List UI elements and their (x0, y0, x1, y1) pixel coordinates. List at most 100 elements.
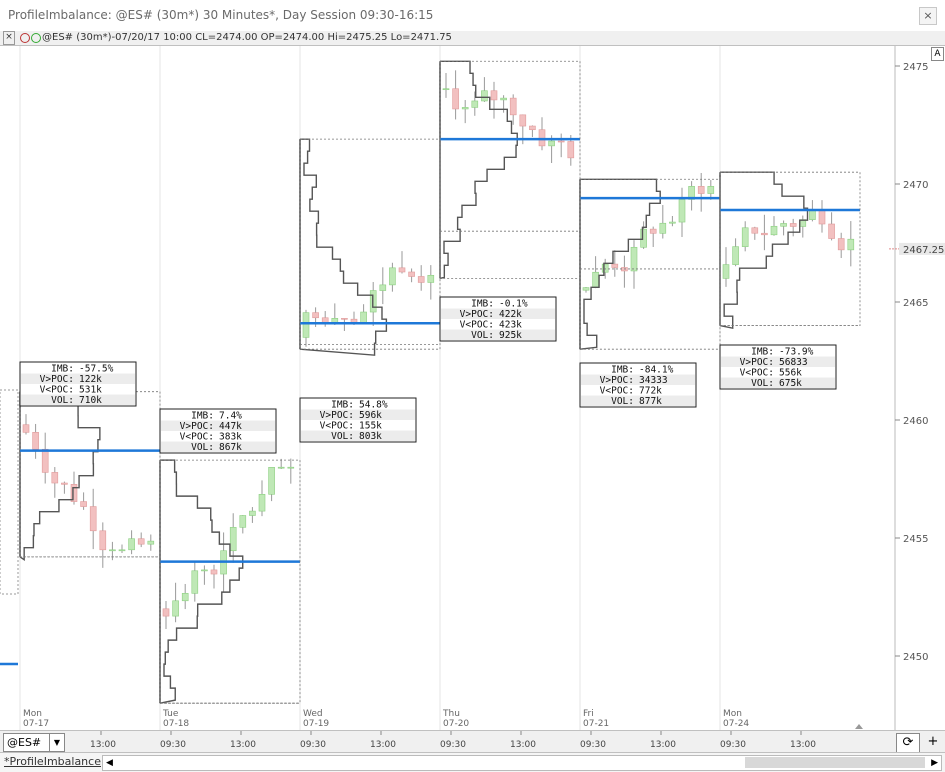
stat-label-vol: VOL: (331, 431, 354, 442)
down-candle (490, 90, 498, 101)
up-candle (582, 287, 590, 291)
stat-value-vup: 447k (219, 421, 242, 432)
day-label-weekday: Thu (442, 709, 460, 719)
down-candle (789, 223, 797, 227)
stat-label-vup: V>POC: (600, 375, 634, 386)
down-candle (89, 506, 97, 532)
stat-label-imb: IMB: (751, 347, 774, 358)
up-candle (770, 225, 778, 236)
up-candle (277, 466, 285, 469)
day-label-date: 07-18 (163, 719, 189, 729)
day-label-weekday: Wed (303, 709, 323, 719)
autoscale-button[interactable]: A (931, 47, 944, 61)
tab-profileimbalance[interactable]: *ProfileImbalance (4, 755, 101, 768)
up-candle (678, 199, 686, 223)
up-candle (249, 510, 256, 516)
chevron-down-icon[interactable]: ▼ (49, 734, 64, 751)
stat-label-vdn: V<POC: (320, 421, 354, 432)
stat-value-vup: 122k (79, 374, 102, 385)
stat-value-imb: 7.4% (219, 411, 242, 422)
stat-label-imb: IMB: (471, 299, 494, 310)
stats-row-bg (581, 395, 695, 406)
stat-value-vdn: 383k (219, 432, 242, 443)
down-candle (529, 125, 536, 131)
down-candle (51, 472, 59, 484)
stat-label-vdn: V<POC: (460, 320, 494, 331)
stat-label-vdn: V<POC: (40, 385, 74, 396)
volume-profile (19, 390, 101, 561)
price-tick-label: 2465 (903, 298, 928, 309)
stat-value-vup: 56833 (779, 357, 808, 368)
stat-value-imb: -0.1% (499, 299, 528, 310)
series-status-icons (20, 33, 42, 46)
time-tick-label: 09:30 (160, 740, 186, 750)
up-candle (741, 227, 749, 247)
down-candle (312, 312, 319, 319)
price-axis-bg (895, 46, 945, 730)
down-candle (70, 484, 78, 502)
down-candle (341, 318, 348, 320)
time-tick-label: 13:00 (790, 740, 816, 750)
down-candle (61, 482, 68, 485)
add-chart-button[interactable]: + (927, 734, 939, 749)
down-candle (649, 228, 657, 234)
stats-row-bg (441, 308, 555, 319)
down-candle (697, 186, 705, 194)
up-candle (592, 271, 599, 288)
window-title: ProfileImbalance: @ES# (30m*) 30 Minutes… (8, 8, 434, 22)
tab-bar: *ProfileImbalance ◀ ▶ (0, 752, 945, 772)
time-tick-label: 13:00 (370, 740, 396, 750)
value-area-box (299, 138, 441, 350)
time-tick-label: 09:30 (580, 740, 606, 750)
price-tick-label: 2470 (903, 180, 928, 191)
stat-label-vup: V>POC: (740, 357, 774, 368)
current-price-label: 2467.25 (903, 245, 944, 256)
current-price-badge (899, 242, 945, 255)
scrollbar-thumb[interactable] (745, 757, 925, 768)
stat-value-imb: -57.5% (79, 364, 114, 375)
symbol-value: @ES# (7, 736, 42, 749)
down-candle (22, 424, 30, 433)
stat-value-vup: 422k (499, 309, 522, 320)
symbol-select[interactable]: @ES# ▼ (3, 733, 65, 752)
stat-label-vol: VOL: (191, 442, 214, 453)
scroll-right-icon[interactable]: ▶ (931, 758, 938, 768)
up-candle (268, 466, 275, 495)
close-window-button[interactable]: × (919, 7, 937, 25)
time-axis-bar: @ES# ▼ 13:00 09:30 13:00 09:30 13:00 09:30 13:… (0, 730, 945, 753)
day-label-date: 07-19 (303, 719, 329, 729)
horizontal-scrollbar[interactable]: ◀ ▶ (102, 755, 942, 771)
stat-label-vol: VOL: (751, 378, 774, 389)
stat-value-imb: 54.8% (359, 400, 388, 411)
stat-value-imb: -84.1% (639, 365, 674, 376)
up-candle (118, 549, 126, 552)
time-tick-label: 09:30 (720, 740, 746, 750)
down-candle (761, 232, 768, 236)
value-area-box (439, 60, 581, 279)
stats-row-bg (581, 374, 695, 385)
up-candle (147, 540, 155, 545)
stats-row-bg (301, 430, 415, 441)
down-candle (41, 448, 49, 473)
up-candle (481, 90, 488, 102)
down-candle (210, 569, 218, 575)
value-area-box (579, 178, 721, 350)
up-candle (379, 284, 387, 291)
volume-profile (439, 60, 518, 280)
scroll-left-icon[interactable]: ◀ (106, 758, 113, 768)
refresh-button[interactable]: ⟳ (896, 733, 920, 753)
day-label-date: 07-24 (723, 719, 749, 729)
day-label-weekday: Mon (23, 709, 42, 719)
up-candle (640, 228, 647, 248)
remove-series-icon[interactable]: × (3, 31, 15, 45)
stats-row-bg (301, 409, 415, 420)
stat-label-vdn: V<POC: (740, 368, 774, 379)
stat-value-vol: 877k (639, 396, 662, 407)
up-candle (201, 569, 208, 572)
up-candle (258, 494, 266, 512)
up-candle (548, 140, 555, 147)
stat-value-vol: 803k (359, 431, 382, 442)
day-label-date: 07-20 (443, 719, 469, 729)
title-bar: ProfileImbalance: @ES# (30m*) 30 Minutes… (0, 0, 945, 32)
